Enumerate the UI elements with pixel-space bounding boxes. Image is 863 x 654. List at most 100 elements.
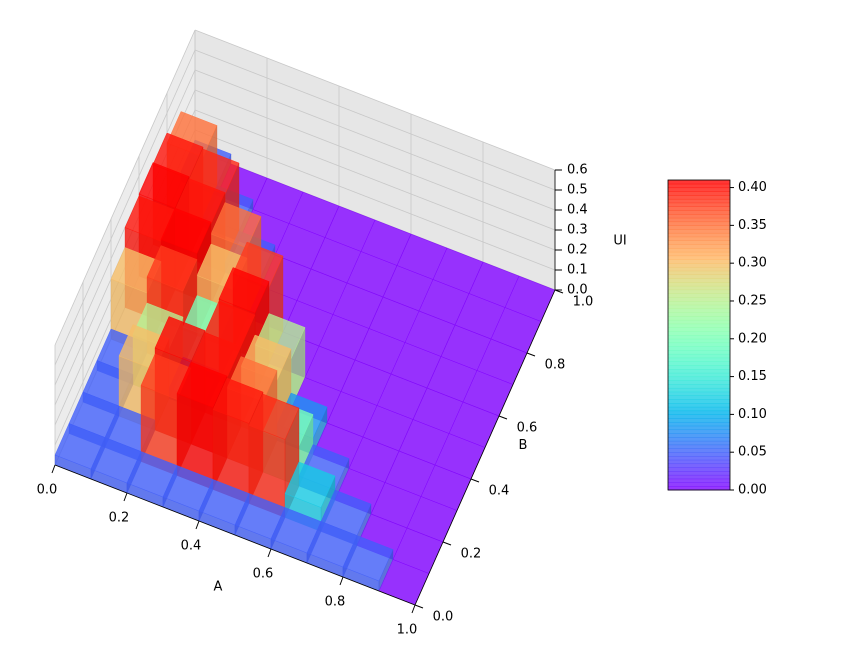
colorbar-strip bbox=[668, 440, 730, 446]
colorbar-strip bbox=[668, 463, 730, 468]
z-tick-label: 0.1 bbox=[567, 263, 588, 278]
colorbar-strip bbox=[668, 380, 730, 385]
grid-line bbox=[194, 49, 556, 191]
colorbar-strip bbox=[668, 240, 730, 245]
colorbar-tick-label: 0.00 bbox=[738, 483, 767, 498]
colorbar-tick-label: 0.40 bbox=[738, 180, 767, 195]
grid-line bbox=[194, 89, 556, 231]
x-tick-label: 0.8 bbox=[325, 595, 346, 610]
colorbar-strip bbox=[668, 278, 730, 283]
colorbar-strip bbox=[668, 395, 730, 400]
colorbar-strip bbox=[668, 316, 730, 321]
colorbar-strip bbox=[668, 429, 730, 434]
z-tick-label: 0.6 bbox=[567, 163, 588, 178]
colorbar-strip bbox=[668, 236, 730, 241]
x-tick-label: 0.2 bbox=[109, 511, 130, 526]
grid-line bbox=[194, 69, 556, 211]
y-tick bbox=[442, 541, 452, 546]
colorbar-strip bbox=[668, 361, 730, 366]
colorbar-strip bbox=[668, 300, 730, 306]
x-tick bbox=[123, 492, 128, 502]
x-axis-label: A bbox=[214, 580, 223, 595]
colorbar-tick-label: 0.20 bbox=[738, 331, 767, 346]
colorbar-strip bbox=[668, 384, 730, 389]
y-axis-label: B bbox=[519, 438, 528, 453]
surface-cell bbox=[218, 267, 270, 314]
surface-cell bbox=[138, 162, 190, 209]
grid-line bbox=[194, 129, 556, 271]
colorbar-strip bbox=[668, 350, 730, 355]
x-tick-label: 0.6 bbox=[253, 567, 274, 582]
colorbar-strip bbox=[668, 467, 730, 472]
axis-line bbox=[54, 464, 416, 606]
y-tick bbox=[414, 604, 424, 609]
colorbar-strip bbox=[668, 376, 730, 381]
colorbar-strip bbox=[668, 251, 730, 257]
y-tick-label: 0.0 bbox=[433, 610, 454, 625]
colorbar-strip bbox=[668, 198, 730, 204]
surface-cell bbox=[160, 207, 212, 254]
colorbar-strip bbox=[668, 308, 730, 313]
colorbar-strip bbox=[668, 399, 730, 404]
colorbar-strip bbox=[668, 414, 730, 419]
grid-line bbox=[194, 29, 556, 171]
z-tick-label: 0.2 bbox=[567, 243, 588, 258]
colorbar-strip bbox=[668, 232, 730, 238]
y-tick bbox=[498, 415, 508, 420]
colorbar-strip bbox=[668, 452, 730, 457]
z-tick-label: 0.4 bbox=[567, 203, 588, 218]
colorbar-strip bbox=[668, 210, 730, 215]
y-tick-label: 0.2 bbox=[461, 547, 482, 562]
colorbar-strip bbox=[668, 191, 730, 196]
colorbar-strip bbox=[668, 353, 730, 359]
surface-cell bbox=[154, 316, 206, 363]
surface-cell bbox=[342, 535, 394, 582]
colorbar-strip bbox=[668, 391, 730, 396]
y-tick bbox=[526, 352, 536, 357]
surface-cell bbox=[146, 245, 198, 292]
colorbar-strip bbox=[668, 289, 730, 294]
colorbar-strip bbox=[668, 478, 730, 483]
colorbar-strip bbox=[668, 225, 730, 230]
colorbar-strip bbox=[668, 346, 730, 351]
x-tick bbox=[51, 464, 56, 474]
colorbar-strip bbox=[668, 425, 730, 431]
colorbar-strip bbox=[668, 418, 730, 423]
colorbar-strip bbox=[668, 323, 730, 328]
y-tick-label: 0.8 bbox=[545, 358, 566, 373]
colorbar-strip bbox=[668, 403, 730, 408]
colorbar-strip bbox=[668, 263, 730, 268]
x-tick-label: 0.4 bbox=[181, 539, 202, 554]
surface-cell bbox=[212, 377, 264, 424]
colorbar-strip bbox=[668, 327, 730, 332]
colorbar-tick-label: 0.10 bbox=[738, 407, 767, 422]
colorbar-strip bbox=[668, 214, 730, 219]
grid-line bbox=[54, 29, 196, 346]
z-tick-label: 0.5 bbox=[567, 183, 588, 198]
colorbar-strip bbox=[668, 342, 730, 347]
colorbar-frame bbox=[667, 179, 731, 491]
colorbar-strip bbox=[668, 297, 730, 302]
colorbar-strip bbox=[668, 248, 730, 253]
surface-cell bbox=[284, 461, 336, 508]
colorbar-strip bbox=[668, 474, 730, 480]
colorbar-tick-label: 0.30 bbox=[738, 256, 767, 271]
colorbar-strip bbox=[668, 183, 730, 189]
colorbar-strip bbox=[668, 421, 730, 427]
surface-cell bbox=[210, 202, 262, 249]
colorbar-strip bbox=[668, 482, 730, 487]
y-tick-label: 0.6 bbox=[517, 421, 538, 436]
colorbar-tick-label: 0.15 bbox=[738, 369, 767, 384]
colorbar-strip bbox=[668, 217, 730, 223]
colorbar-strip bbox=[668, 410, 730, 415]
colorbar-tick-label: 0.05 bbox=[738, 445, 767, 460]
colorbar-strip bbox=[668, 335, 730, 340]
colorbar-strip bbox=[668, 285, 730, 291]
colorbar-strip bbox=[668, 455, 730, 461]
colorbar-strip bbox=[668, 433, 730, 438]
colorbar-strip bbox=[668, 206, 730, 211]
grid-line bbox=[194, 109, 556, 251]
colorbar-tick-label: 0.25 bbox=[738, 293, 767, 308]
colorbar-strip bbox=[668, 312, 730, 317]
surface-cell bbox=[248, 393, 300, 440]
